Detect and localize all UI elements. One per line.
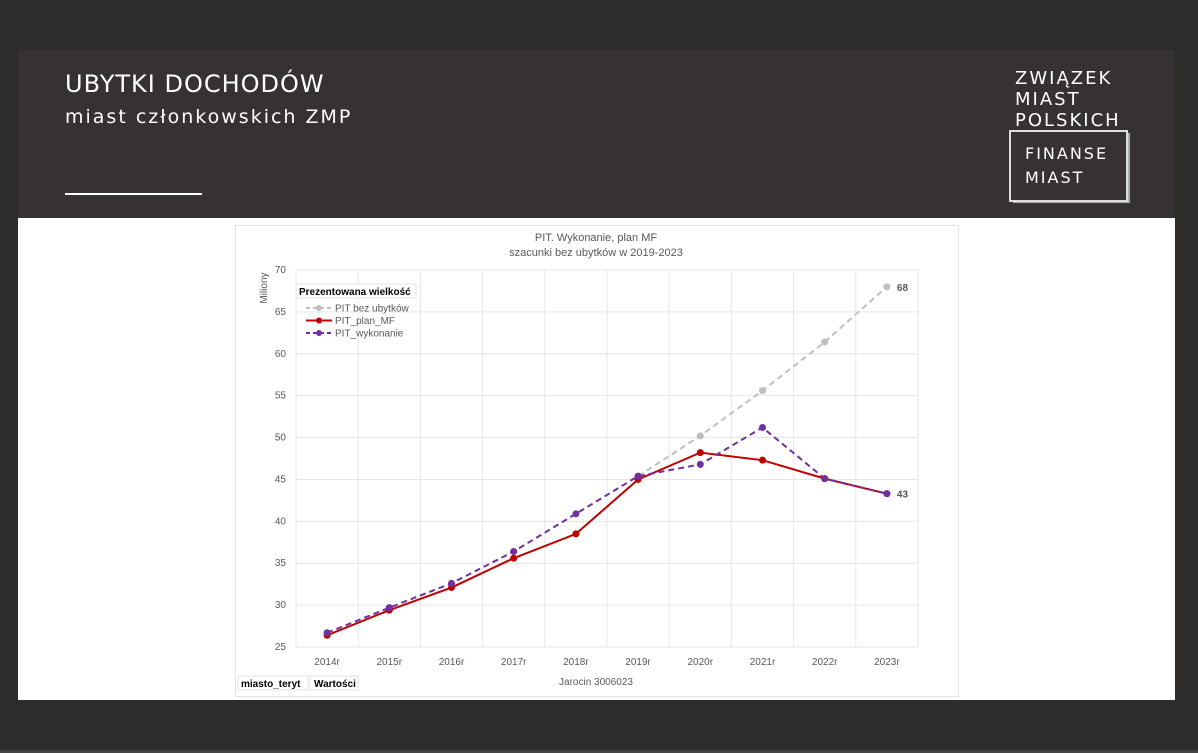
data-point bbox=[883, 490, 891, 498]
legend-entry: PIT_plan_MF bbox=[335, 316, 395, 327]
y-tick-label: 45 bbox=[275, 474, 287, 485]
data-point bbox=[759, 387, 766, 395]
data-point bbox=[696, 460, 704, 468]
x-tick-label: 2014r bbox=[314, 657, 340, 668]
slide-subtitle: miast członkowskich ZMP bbox=[65, 106, 353, 128]
series-line-1 bbox=[326, 451, 888, 637]
x-tick-label: 2015r bbox=[377, 657, 403, 668]
legend-entry: PIT_wykonanie bbox=[335, 329, 404, 340]
legend-marker bbox=[316, 317, 322, 324]
data-point bbox=[510, 547, 518, 555]
x-tick-label: 2023r bbox=[874, 657, 900, 668]
title-underline bbox=[65, 193, 202, 195]
data-label: 68 bbox=[897, 283, 909, 294]
data-point bbox=[821, 338, 829, 346]
data-point bbox=[883, 283, 891, 291]
data-point bbox=[696, 449, 704, 457]
header: UBYTKI DOCHODÓW miast członkowskich ZMP … bbox=[18, 50, 1175, 218]
data-point bbox=[323, 629, 331, 637]
y-tick-label: 40 bbox=[275, 516, 287, 527]
y-tick-label: 30 bbox=[275, 600, 287, 611]
logo-line: ZWIĄZEK bbox=[1015, 68, 1113, 89]
x-tick-label: 2020r bbox=[688, 657, 714, 668]
pivot-field-label: miasto_teryt bbox=[241, 679, 301, 690]
y-tick-label: 65 bbox=[275, 307, 287, 318]
y-tick-label: 35 bbox=[275, 558, 287, 569]
y-axis-label: Miliony bbox=[259, 272, 270, 303]
bottom-bar bbox=[0, 750, 1198, 753]
logo-line: POLSKICH bbox=[1015, 110, 1121, 131]
data-point bbox=[572, 510, 580, 518]
logo-box: FINANSE MIAST bbox=[1009, 130, 1128, 202]
legend-title-box bbox=[295, 283, 417, 299]
data-point bbox=[634, 472, 642, 480]
data-label: 43 bbox=[897, 490, 909, 501]
y-tick-label: 55 bbox=[275, 391, 287, 402]
data-point bbox=[821, 475, 829, 483]
chart-subtitle: szacunki bez ubytków w 2019-2023 bbox=[509, 247, 683, 259]
x-tick-label: 2022r bbox=[812, 657, 838, 668]
data-point bbox=[759, 424, 766, 432]
data-point bbox=[385, 604, 393, 612]
data-point bbox=[572, 530, 580, 538]
logo-line: MIAST bbox=[1015, 89, 1081, 110]
series-line-0 bbox=[637, 286, 888, 477]
chart-title: PIT. Wykonanie, plan MF bbox=[535, 232, 657, 244]
logo-box-line: FINANSE bbox=[1025, 144, 1109, 163]
y-tick-label: 25 bbox=[275, 642, 287, 653]
data-point bbox=[448, 579, 455, 587]
series-line-2 bbox=[326, 426, 888, 634]
y-tick-label: 70 bbox=[275, 265, 287, 276]
y-tick-label: 60 bbox=[275, 349, 287, 360]
x-axis-label: Jarocin 3006023 bbox=[559, 677, 633, 688]
logo-box-line: MIAST bbox=[1025, 168, 1085, 187]
line-chart: PIT. Wykonanie, plan MF szacunki bez uby… bbox=[237, 232, 919, 691]
legend-marker bbox=[316, 330, 322, 336]
pivot-field-button[interactable] bbox=[309, 675, 359, 691]
x-tick-label: 2016r bbox=[439, 657, 465, 668]
slide: UBYTKI DOCHODÓW miast członkowskich ZMP … bbox=[18, 50, 1175, 700]
legend-title: Prezentowana wielkość bbox=[299, 287, 411, 298]
x-tick-label: 2018r bbox=[563, 657, 589, 668]
x-tick-label: 2019r bbox=[625, 657, 651, 668]
data-point bbox=[510, 554, 518, 562]
chart-panel: PIT. Wykonanie, plan MF szacunki bez uby… bbox=[235, 225, 959, 697]
x-tick-label: 2021r bbox=[750, 657, 776, 668]
slide-title: UBYTKI DOCHODÓW bbox=[65, 70, 325, 98]
y-tick-label: 50 bbox=[275, 433, 287, 444]
pivot-field-button[interactable] bbox=[237, 675, 309, 691]
x-tick-label: 2017r bbox=[501, 657, 527, 668]
legend-marker bbox=[316, 305, 322, 311]
pivot-field-label: Wartości bbox=[314, 679, 356, 690]
data-point bbox=[696, 432, 704, 440]
legend-entry: PIT bez ubytków bbox=[335, 304, 410, 315]
zmp-logo: ZWIĄZEK MIAST POLSKICH FINANSE MIAST bbox=[1009, 68, 1128, 202]
data-point bbox=[759, 456, 766, 464]
